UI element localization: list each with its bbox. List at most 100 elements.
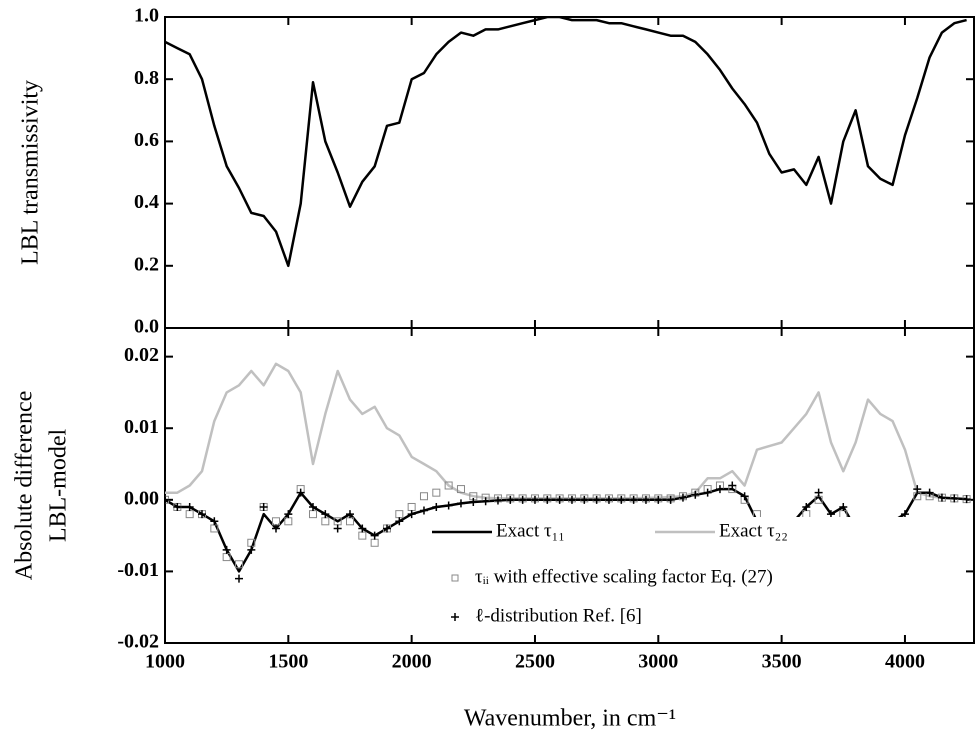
y-tick-label: 0.0 — [134, 316, 159, 338]
plus-marker — [382, 524, 391, 533]
plus-marker — [469, 497, 478, 506]
plus-marker — [839, 502, 848, 511]
plus-marker — [715, 485, 724, 494]
y-tick-label: 1.0 — [134, 5, 159, 27]
y-tick-label: 0.6 — [134, 129, 159, 151]
plus-marker — [641, 495, 650, 504]
plus-marker — [592, 495, 601, 504]
legend-label: Exact τ₂₂ — [719, 520, 788, 541]
plus-marker — [814, 488, 823, 497]
plus-marker — [395, 517, 404, 526]
plus-marker — [370, 531, 379, 540]
plus-marker — [308, 502, 317, 511]
plus-marker — [259, 502, 268, 511]
plus-marker — [296, 488, 305, 497]
y-tick-label: 0.2 — [134, 253, 159, 275]
square-marker — [395, 510, 404, 519]
square-marker — [407, 502, 416, 511]
square-marker — [444, 481, 453, 490]
legend-box — [428, 517, 948, 635]
y-axis-label: LBL-model — [46, 429, 72, 543]
legend-swatch — [451, 574, 459, 582]
plus-marker — [185, 502, 194, 511]
plus-marker — [165, 495, 169, 504]
plus-marker — [691, 490, 700, 499]
plus-marker — [210, 517, 219, 526]
plus-marker — [173, 502, 182, 511]
plus-marker — [728, 481, 737, 490]
plot-frame — [164, 16, 975, 329]
square-marker — [321, 517, 330, 526]
x-tick-label: 3000 — [638, 651, 678, 673]
plus-marker — [617, 495, 626, 504]
plot-frame — [164, 327, 975, 644]
plus-marker — [555, 495, 564, 504]
x-tick-label: 3500 — [762, 651, 802, 673]
square-marker — [370, 538, 379, 547]
square-marker — [234, 560, 243, 569]
plus-marker — [284, 510, 293, 519]
plus-marker — [802, 502, 811, 511]
plus-marker — [419, 506, 428, 515]
legend-swatch — [451, 613, 459, 621]
x-tick-label: 2500 — [515, 651, 555, 673]
y-tick-label: -0.01 — [117, 559, 159, 581]
x-tick-label: 1000 — [145, 651, 185, 673]
y-tick-label: 0.00 — [124, 487, 159, 509]
plus-marker — [222, 545, 231, 554]
square-marker — [185, 510, 194, 519]
y-tick-label: 0.4 — [134, 191, 159, 213]
plus-marker — [913, 485, 922, 494]
plus-marker — [506, 495, 515, 504]
plus-marker — [345, 510, 354, 519]
plus-marker — [962, 495, 971, 504]
plus-marker — [432, 502, 441, 511]
square-marker — [456, 485, 465, 494]
legend-label: τᵢᵢ with effective scaling factor Eq. (2… — [475, 566, 773, 587]
plus-marker — [604, 495, 613, 504]
x-tick-label: 4000 — [885, 651, 925, 673]
plus-marker — [247, 545, 256, 554]
series-line — [165, 487, 967, 573]
plus-marker — [740, 492, 749, 501]
x-tick-label: 2000 — [392, 651, 432, 673]
plus-marker — [481, 497, 490, 506]
plus-marker — [321, 510, 330, 519]
plus-marker — [678, 493, 687, 502]
series-line — [165, 17, 967, 268]
square-marker — [358, 531, 367, 540]
series-line — [165, 362, 967, 501]
y-axis-label: LBL transmissivity — [18, 80, 44, 265]
y-tick-label: 0.02 — [124, 344, 159, 366]
plus-marker — [234, 574, 243, 583]
plus-marker — [444, 501, 453, 510]
x-tick-label: 1500 — [268, 651, 308, 673]
plus-marker — [826, 510, 835, 519]
plus-marker — [530, 495, 539, 504]
legend-label: ℓ-distribution Ref. [6] — [475, 605, 642, 626]
plus-marker — [456, 499, 465, 508]
plus-marker — [900, 510, 909, 519]
legend-label: Exact τ₁₁ — [496, 520, 565, 541]
plus-marker — [567, 495, 576, 504]
square-marker — [432, 488, 441, 497]
plus-marker — [518, 495, 527, 504]
plus-marker — [925, 488, 934, 497]
y-tick-label: 0.01 — [124, 416, 159, 438]
plus-marker — [580, 495, 589, 504]
plot-area — [165, 17, 967, 268]
plus-marker — [654, 495, 663, 504]
plus-marker — [407, 510, 416, 519]
plus-marker — [197, 510, 206, 519]
plus-marker — [629, 495, 638, 504]
plus-marker — [666, 495, 675, 504]
plus-marker — [703, 488, 712, 497]
plus-marker — [950, 494, 959, 503]
plus-marker — [543, 495, 552, 504]
plus-marker — [333, 524, 342, 533]
square-marker — [308, 510, 317, 519]
square-marker — [419, 492, 428, 501]
plus-marker — [271, 524, 280, 533]
y-axis-label: Absolute difference — [12, 391, 38, 580]
plus-marker — [358, 524, 367, 533]
